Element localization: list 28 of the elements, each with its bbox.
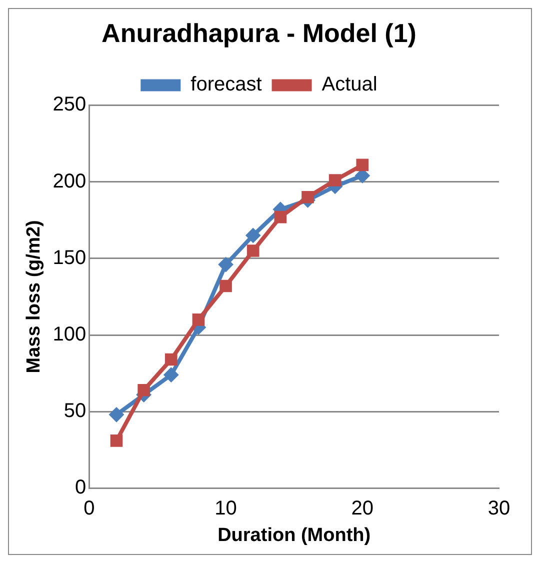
legend-label: Actual xyxy=(322,74,378,96)
x-axis-title: Duration (Month) xyxy=(218,524,371,546)
point xyxy=(246,244,260,257)
point xyxy=(328,174,342,186)
y-tick-label: 100 xyxy=(52,324,86,346)
y-tick-label: 150 xyxy=(52,246,86,269)
y-tick-label: 50 xyxy=(64,400,86,422)
point xyxy=(302,190,314,204)
point xyxy=(108,407,124,422)
y-axis-title: Mass loss (g/m2) xyxy=(24,220,45,374)
legend-label: forecast xyxy=(190,74,262,96)
point xyxy=(192,314,205,326)
point xyxy=(220,280,232,292)
point xyxy=(218,257,234,272)
x-tick-label: 10 xyxy=(214,498,237,520)
point xyxy=(164,367,179,382)
point xyxy=(110,434,123,447)
y-tick-label: 250 xyxy=(52,94,86,116)
y-tick-label: 200 xyxy=(52,170,86,192)
x-tick-label: 30 xyxy=(488,498,510,520)
y-tick-label: 0 xyxy=(75,476,86,499)
x-tick-label: 20 xyxy=(351,498,374,520)
point xyxy=(246,228,261,243)
point xyxy=(138,384,150,396)
point xyxy=(164,353,178,366)
point xyxy=(356,158,369,172)
point xyxy=(274,210,287,224)
chart-title: Anuradhapura - Model (1) xyxy=(102,18,416,48)
